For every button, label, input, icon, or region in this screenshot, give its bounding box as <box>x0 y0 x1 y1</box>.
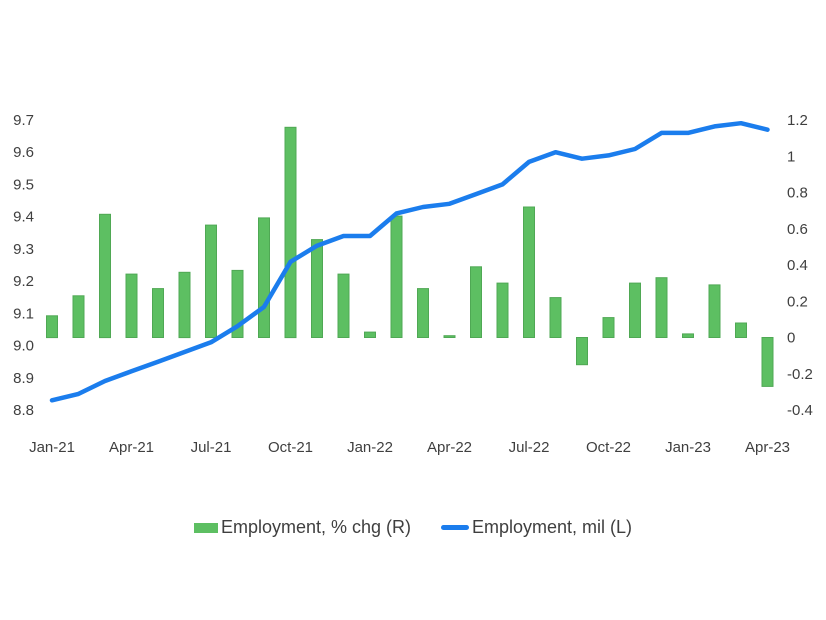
bar-apr-22 <box>443 335 456 339</box>
bar-oct-22 <box>602 317 615 339</box>
bar-nov-22 <box>629 282 641 339</box>
employment-mil-line <box>49 120 770 403</box>
bar-jul-21 <box>205 224 217 339</box>
left-axis-tick-label: 9.2 <box>13 273 34 290</box>
x-axis-tick-label: Jul-21 <box>191 439 232 456</box>
x-axis-tick-label: Jul-22 <box>509 439 550 456</box>
bar-jan-22 <box>364 331 376 339</box>
bar-jun-22 <box>496 282 509 339</box>
bar-may-22 <box>470 266 482 338</box>
bar-mar-23 <box>735 322 747 338</box>
left-axis-tick-label: 9.5 <box>13 176 34 193</box>
line-series-swatch-icon <box>441 525 470 530</box>
bar-jun-21 <box>178 271 191 339</box>
x-axis-tick-label: Apr-22 <box>427 439 472 456</box>
left-axis-tick-label: 9.4 <box>13 209 34 226</box>
x-axis-tick-label: Apr-21 <box>109 439 154 456</box>
bar-jan-21 <box>46 315 58 339</box>
bar-dec-21 <box>337 273 350 339</box>
right-axis-tick-label: -0.4 <box>787 402 813 419</box>
left-axis-tick-label: 9.7 <box>13 112 34 129</box>
right-axis-tick-label: 0.2 <box>787 293 808 310</box>
bar-dec-22 <box>655 277 668 339</box>
left-axis-tick-label: 8.9 <box>13 370 34 387</box>
right-axis-tick-label: 0.8 <box>787 185 808 202</box>
bar-sep-22 <box>576 337 588 366</box>
bar-apr-23 <box>761 337 774 387</box>
bar-apr-21 <box>125 273 138 339</box>
bar-feb-22 <box>390 215 403 339</box>
x-axis-tick-label: Jan-21 <box>29 439 75 456</box>
legend-item-line-series: Employment, mil (L) <box>441 517 632 538</box>
right-axis-tick-label: -0.2 <box>787 366 813 383</box>
x-axis-tick-label: Oct-21 <box>268 439 313 456</box>
legend-item-bar-series: Employment, % chg (R) <box>193 517 412 538</box>
x-axis-tick-label: Apr-23 <box>745 439 790 456</box>
left-axis-tick-label: 9.0 <box>13 338 34 355</box>
chart-legend: Employment, % chg (R) Employment, mil (L… <box>0 517 826 538</box>
bar-feb-21 <box>72 295 85 338</box>
right-axis-tick-label: 0.6 <box>787 221 808 238</box>
left-axis-tick-label: 9.3 <box>13 241 34 258</box>
x-axis-tick-label: Jan-23 <box>665 439 711 456</box>
bar-jan-23 <box>682 333 694 338</box>
left-axis-tick-label: 9.6 <box>13 144 34 161</box>
bar-mar-21 <box>99 213 111 339</box>
bar-aug-22 <box>549 297 562 339</box>
bar-feb-23 <box>708 284 721 338</box>
bar-may-21 <box>152 288 164 339</box>
bar-oct-21 <box>284 126 297 339</box>
right-axis-tick-label: 1.2 <box>787 112 808 129</box>
bar-mar-22 <box>417 288 429 339</box>
bar-sep-21 <box>258 217 270 338</box>
right-axis-tick-label: 0 <box>787 330 795 347</box>
bar-nov-21 <box>311 239 323 339</box>
x-axis-tick-label: Jan-22 <box>347 439 393 456</box>
right-axis-tick-label: 1 <box>787 148 795 165</box>
bar-jul-22 <box>523 206 535 338</box>
right-axis-tick-label: 0.4 <box>787 257 808 274</box>
x-axis-tick-label: Oct-22 <box>586 439 631 456</box>
bar-series-label: Employment, % chg (R) <box>220 517 412 537</box>
left-axis-tick-label: 9.1 <box>13 305 34 322</box>
bar-series-swatch-icon <box>193 522 218 533</box>
line-series-label: Employment, mil (L) <box>472 517 633 537</box>
left-axis-tick-label: 8.8 <box>13 402 34 419</box>
bar-aug-21 <box>231 269 244 338</box>
